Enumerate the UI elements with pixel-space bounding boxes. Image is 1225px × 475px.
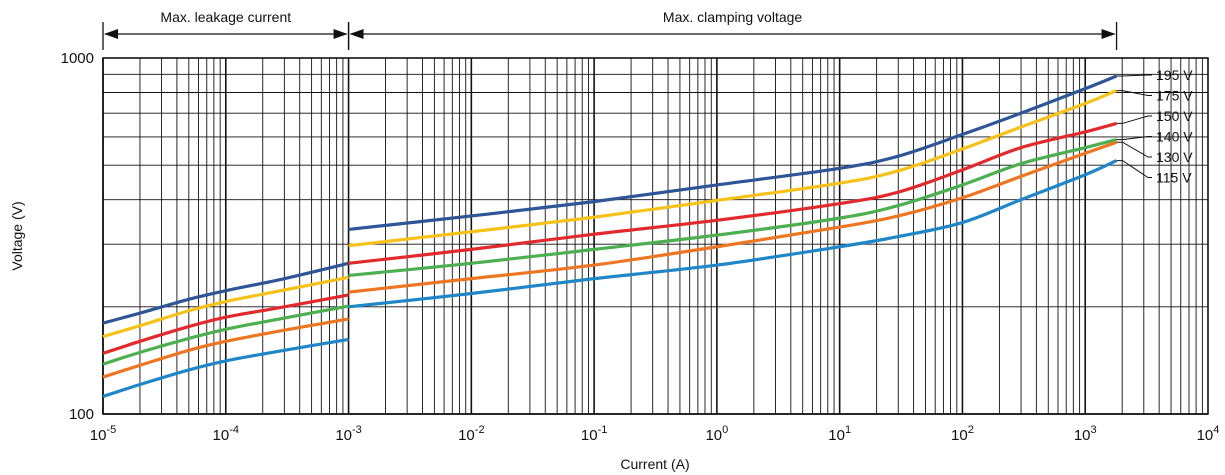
x-axis-label: Current (A)	[620, 456, 689, 472]
x-tick-label: 10-4	[213, 424, 239, 444]
series-130v-clamping-curve	[348, 140, 1118, 294]
x-tick-label: 100	[705, 424, 728, 444]
series-115v-leakage-curve	[102, 337, 349, 399]
x-tick-label: 10-3	[335, 424, 361, 444]
series-label: 175 V	[1156, 88, 1193, 104]
x-tick-label: 103	[1074, 424, 1097, 444]
series-150v-clamping-curve	[348, 121, 1117, 265]
series-175v-leakage-curve	[102, 275, 349, 339]
region-leakage: Max. leakage current	[102, 9, 350, 50]
plot-frame	[102, 57, 1209, 415]
series-label-leader	[1116, 160, 1152, 178]
region-clamping: Max. clamping voltage	[347, 9, 1118, 50]
x-tick-label: 102	[951, 424, 974, 444]
arrowhead-right	[1101, 29, 1116, 39]
series-label: 195 V	[1156, 67, 1193, 83]
x-tick-label: 104	[1197, 424, 1220, 444]
series-175v-clamping-curve	[348, 89, 1118, 248]
x-tick-label: 10-2	[458, 424, 484, 444]
series-140v-clamping-curve	[348, 138, 1117, 278]
grid	[102, 58, 1208, 415]
y-axis-label: Voltage (V)	[9, 201, 25, 270]
y-tick-label: 100	[69, 406, 94, 423]
series-label: 140 V	[1156, 129, 1193, 145]
series-label: 130 V	[1156, 149, 1193, 165]
arrowhead-right	[333, 29, 348, 39]
series-150v-leakage-curve	[102, 293, 349, 355]
series-label-leader	[1116, 136, 1152, 141]
arrowhead-left	[349, 29, 364, 39]
series-label-leader	[1116, 74, 1152, 77]
series-label-leader	[1116, 90, 1152, 96]
region-annotations: Max. leakage current Max. clamping voltag…	[102, 9, 1118, 50]
series-195v-leakage-curve	[102, 261, 349, 325]
series-130v-leakage-curve	[102, 317, 349, 379]
series-label-leader	[1116, 141, 1152, 158]
series-115v-clamping-curve	[348, 159, 1118, 309]
arrowhead-left	[104, 29, 118, 39]
x-tick-label: 10-1	[581, 424, 607, 444]
series-labels: 195 V 175 V 150 V 140 V 130 V 115 V	[1116, 67, 1193, 186]
series-curves	[102, 74, 1118, 399]
x-tick-label: 101	[828, 424, 851, 444]
series-label: 150 V	[1156, 108, 1193, 124]
region-label: Max. clamping voltage	[663, 9, 803, 25]
series-140v-leakage-curve	[102, 304, 349, 366]
series-195v-clamping-curve	[348, 74, 1118, 232]
x-tick-label: 10-5	[90, 424, 116, 444]
region-label: Max. leakage current	[160, 9, 291, 25]
series-label: 115 V	[1156, 170, 1192, 186]
y-tick-label: 1000	[61, 50, 94, 67]
series-label-leader	[1116, 115, 1152, 124]
tick-labels: 10-5 10-4 10-3 10-2 10-1 100 101 102 103 104 100 10…	[61, 50, 1220, 444]
